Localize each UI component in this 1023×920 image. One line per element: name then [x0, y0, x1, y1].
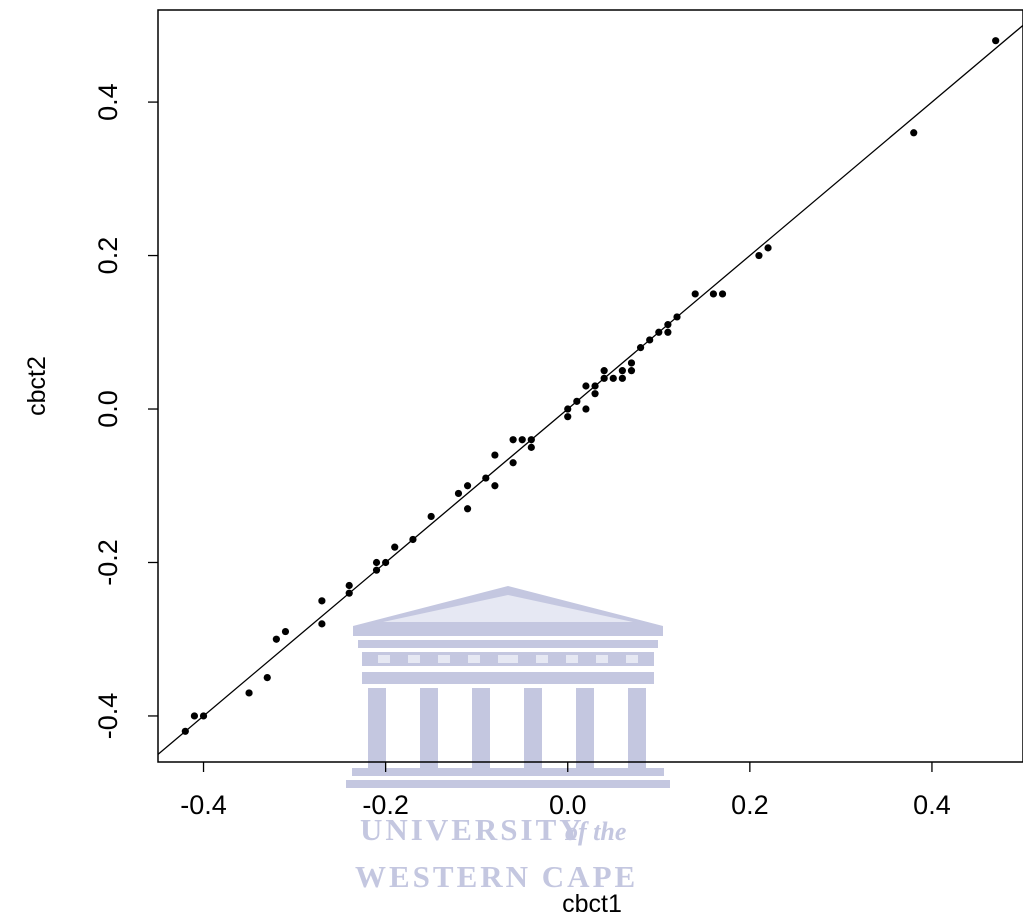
reference-line — [157, 24, 1023, 755]
data-point — [609, 374, 617, 382]
y-tick-label: -0.4 — [93, 693, 123, 740]
watermark-line1: UNIVERSITY — [360, 812, 585, 847]
data-point — [664, 328, 672, 336]
data-point — [318, 620, 326, 628]
data-point — [646, 336, 654, 344]
data-point — [409, 535, 417, 544]
data-point — [527, 436, 535, 444]
data-point — [181, 727, 189, 735]
x-tick-label: 0.2 — [731, 790, 769, 820]
data-point — [372, 558, 381, 567]
data-point — [509, 459, 517, 467]
data-point — [764, 244, 772, 252]
plot-frame — [157, 9, 1023, 763]
data-point — [910, 129, 918, 137]
data-point — [582, 405, 590, 413]
data-point — [600, 374, 608, 382]
data-point — [636, 344, 645, 352]
data-point — [627, 367, 636, 375]
data-point — [263, 673, 271, 682]
data-point — [427, 512, 435, 521]
data-point — [527, 443, 535, 451]
data-point — [618, 367, 626, 375]
watermark: UNIVERSITY of the WESTERN CAPE — [346, 586, 670, 894]
data-point — [199, 712, 208, 720]
data-point — [600, 367, 608, 375]
data-point — [391, 543, 399, 551]
data-point — [573, 397, 581, 405]
watermark-line1-suffix: of the — [565, 817, 626, 846]
data-point — [245, 689, 253, 697]
data-point — [664, 321, 672, 329]
university-building-icon — [346, 586, 670, 788]
x-tick-label: 0.4 — [913, 790, 951, 820]
x-tick-label: -0.2 — [362, 790, 409, 820]
x-axis-title: cbct1 — [562, 890, 622, 918]
data-point — [518, 436, 526, 444]
data-point — [673, 313, 681, 321]
data-point — [454, 489, 463, 498]
data-point — [281, 627, 290, 636]
data-point — [718, 290, 727, 298]
data-point — [382, 558, 390, 567]
data-point — [509, 436, 517, 444]
data-point — [345, 589, 353, 597]
data-point — [372, 566, 381, 574]
data-point — [591, 382, 599, 390]
y-tick-label: 0.4 — [93, 83, 123, 121]
data-point — [491, 451, 499, 459]
axes: -0.4 -0.2 0.0 0.2 0.4 -0.4 -0.2 0.0 0.2 0.4 — [93, 83, 951, 820]
data-point — [482, 474, 490, 482]
watermark-line2: WESTERN CAPE — [355, 859, 638, 894]
data-point — [618, 374, 626, 382]
data-point — [582, 382, 590, 390]
data-point — [564, 405, 572, 413]
data-point — [591, 390, 599, 398]
data-point — [691, 290, 699, 298]
x-tick-label: 0.0 — [549, 790, 587, 820]
y-axis-title: cbct2 — [23, 356, 51, 416]
data-point — [627, 359, 636, 367]
y-tick-label: 0.0 — [93, 390, 123, 428]
data-point — [463, 505, 472, 513]
x-tick-label: -0.4 — [180, 790, 227, 820]
reference-line-group — [157, 24, 1023, 755]
data-point — [345, 581, 353, 590]
data-point — [564, 413, 572, 421]
data-point — [992, 37, 1000, 45]
data-points — [181, 37, 1000, 735]
data-point — [655, 328, 663, 336]
data-point — [190, 712, 199, 720]
data-point — [318, 597, 326, 605]
data-point — [491, 482, 499, 490]
y-tick-label: -0.2 — [93, 539, 123, 586]
data-point — [463, 482, 472, 490]
data-point — [709, 290, 718, 298]
y-tick-label: 0.2 — [93, 237, 123, 275]
data-point — [755, 251, 763, 260]
data-point — [272, 635, 280, 643]
